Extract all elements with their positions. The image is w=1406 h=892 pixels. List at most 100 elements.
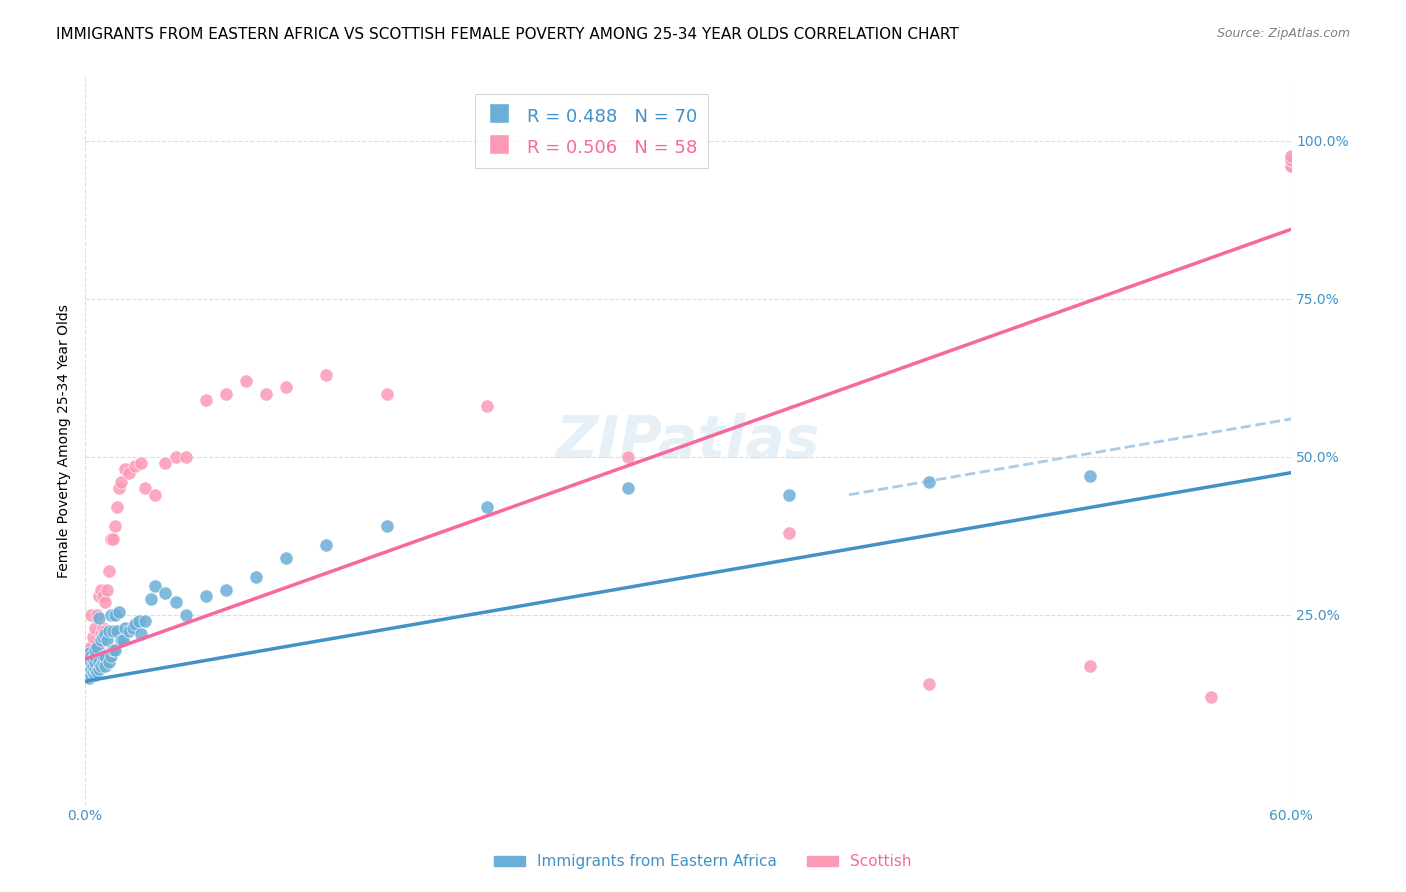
Point [778,525,800,540]
Point [82,630,104,644]
Point [98,564,121,578]
Point [77,652,100,666]
Point [315,538,337,552]
Point [86,642,108,657]
Point [84,621,107,635]
Point [918,677,941,691]
Point [80,656,103,670]
Point [82,652,104,666]
Point [918,475,941,490]
Point [84,668,107,682]
Point [98,624,121,638]
Point [94,648,117,663]
Point [77,671,100,685]
Point [77,658,100,673]
Point [84,662,107,676]
Point [91,621,114,635]
Point [145,579,167,593]
Point [1279,149,1302,163]
Point [90,633,112,648]
Point [89,656,111,670]
Point [94,624,117,638]
Point [84,648,107,663]
Point [194,392,217,407]
Point [94,627,117,641]
Point [82,658,104,673]
Point [215,582,238,597]
Point [114,621,136,635]
Point [165,450,187,464]
Point [617,450,640,464]
Point [86,665,108,679]
Point [84,656,107,670]
Point [375,519,398,533]
Point [91,630,114,644]
Legend: Immigrants from Eastern Africa, Scottish: Immigrants from Eastern Africa, Scottish [488,848,918,875]
Point [165,595,187,609]
Point [77,658,100,673]
Point [118,466,141,480]
Point [96,633,118,648]
Point [105,500,128,515]
Point [98,656,121,670]
Point [124,617,146,632]
Point [90,658,112,673]
Point [76,656,98,670]
Point [1078,468,1101,483]
Point [134,614,156,628]
Point [194,589,217,603]
Point [274,380,297,394]
Point [80,648,103,663]
Point [80,662,103,676]
Point [104,607,127,622]
Point [80,652,103,666]
Text: IMMIGRANTS FROM EASTERN AFRICA VS SCOTTISH FEMALE POVERTY AMONG 25-34 YEAR OLDS : IMMIGRANTS FROM EASTERN AFRICA VS SCOTTI… [56,27,959,42]
Point [124,459,146,474]
Point [103,624,125,638]
Point [475,399,498,413]
Point [215,386,238,401]
Point [118,624,141,638]
Point [76,648,98,663]
Point [84,652,107,666]
Point [76,662,98,676]
Point [1199,690,1222,705]
Point [1078,658,1101,673]
Point [1279,159,1302,173]
Point [76,668,98,682]
Point [131,456,153,470]
Point [1279,153,1302,167]
Point [174,607,197,622]
Point [103,532,125,546]
Point [82,648,104,663]
Point [100,607,122,622]
Point [94,595,117,609]
Point [89,642,111,657]
Point [114,462,136,476]
Point [112,633,135,648]
Point [89,611,111,625]
Text: Source: ZipAtlas.com: Source: ZipAtlas.com [1216,27,1350,40]
Point [110,633,132,648]
Text: ZIPatlas: ZIPatlas [555,412,821,469]
Point [145,488,167,502]
Point [104,519,127,533]
Point [1279,159,1302,173]
Point [108,605,131,619]
Point [76,656,98,670]
Legend: R = 0.488   N = 70, R = 0.506   N = 58: R = 0.488 N = 70, R = 0.506 N = 58 [475,94,709,169]
Point [77,665,100,679]
Point [80,640,103,654]
Y-axis label: Female Poverty Among 25-34 Year Olds: Female Poverty Among 25-34 Year Olds [58,304,72,578]
Point [100,648,122,663]
Point [174,450,197,464]
Point [131,627,153,641]
Point [122,621,145,635]
Point [100,532,122,546]
Point [315,368,337,382]
Point [86,607,108,622]
Point [80,607,103,622]
Point [110,475,132,490]
Point [76,642,98,657]
Point [82,665,104,679]
